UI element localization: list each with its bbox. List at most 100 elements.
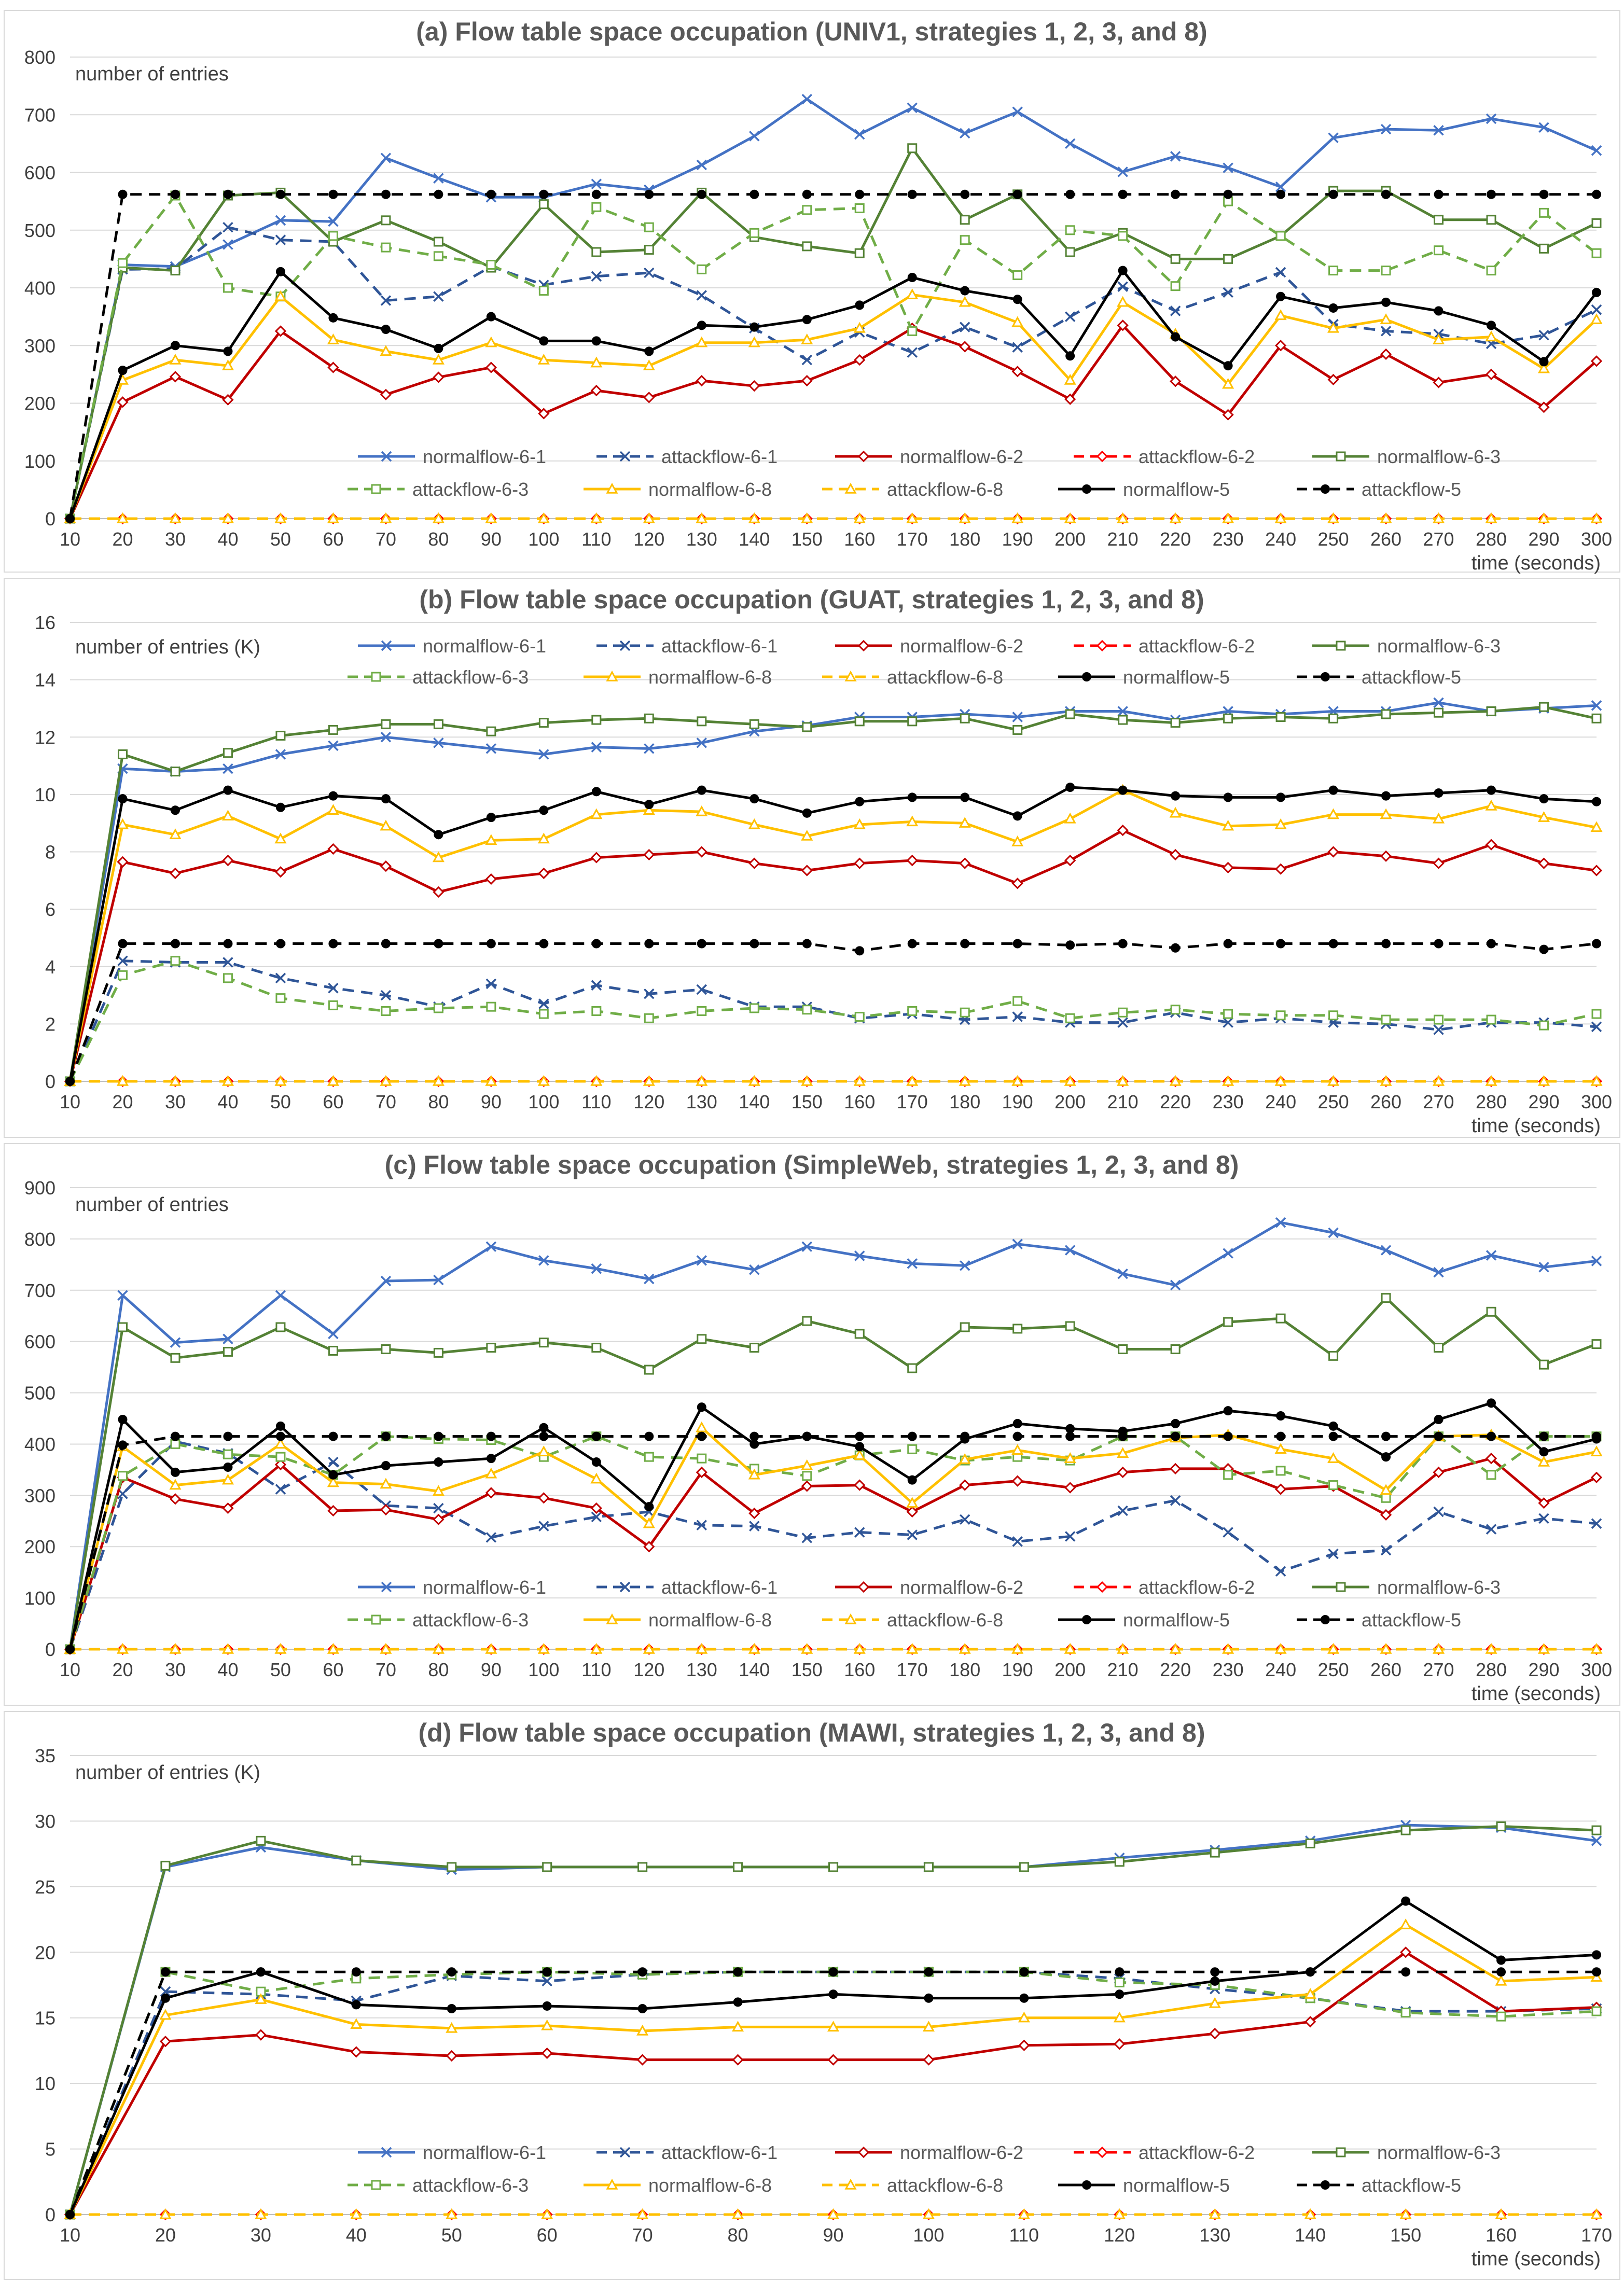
x-tick-label: 160	[1486, 2224, 1517, 2246]
data-point-normalflow-6-1	[1433, 125, 1444, 136]
data-point-attackflow-6-8	[1537, 512, 1550, 523]
data-point-normalflow-6-3	[637, 1862, 648, 1872]
data-point-attackflow-5	[1487, 189, 1496, 199]
legend-swatch-marker	[1096, 1581, 1108, 1593]
legend-label: attackflow-6-1	[661, 635, 778, 657]
data-point-normalflow-6-8	[1117, 1447, 1129, 1458]
data-point-normalflow-6-2	[827, 2054, 839, 2066]
data-point-attackflow-6-3	[1065, 1013, 1075, 1023]
data-point-normalflow-5	[1223, 361, 1233, 371]
data-point-attackflow-6-8	[1537, 1075, 1550, 1086]
y-tick-label: 600	[24, 1331, 55, 1353]
data-point-attackflow-5	[1012, 189, 1022, 199]
data-point-normalflow-6-8	[350, 2018, 363, 2029]
data-point-normalflow-6-3	[1381, 709, 1391, 719]
data-point-attackflow-6-8	[1274, 1075, 1287, 1086]
data-point-normalflow-6-3	[160, 1860, 171, 1871]
data-point-normalflow-5	[1539, 357, 1549, 367]
data-point-attackflow-6-3	[1012, 270, 1023, 281]
data-point-attackflow-6-8	[255, 2208, 267, 2219]
data-point-attackflow-6-1	[1117, 281, 1128, 293]
data-point-attackflow-6-8	[1590, 512, 1603, 523]
data-point-attackflow-6-3	[591, 202, 602, 212]
data-point-normalflow-6-3	[1170, 718, 1181, 728]
data-point-attackflow-5	[1012, 1431, 1022, 1441]
data-point-normalflow-5	[381, 325, 391, 335]
data-point-attackflow-6-8	[1222, 512, 1234, 523]
data-point-attackflow-6-1	[1012, 1536, 1023, 1547]
data-point-normalflow-6-2	[636, 2054, 648, 2066]
data-point-normalflow-6-8	[169, 1479, 182, 1490]
data-point-attackflow-6-1	[1433, 1506, 1444, 1518]
data-point-normalflow-6-2	[485, 873, 497, 885]
data-point-normalflow-6-3	[1305, 1838, 1315, 1848]
data-point-normalflow-5	[1223, 792, 1233, 802]
data-point-attackflow-6-3	[591, 1006, 602, 1016]
data-point-normalflow-6-3	[381, 1344, 391, 1354]
data-point-normalflow-6-3	[1118, 1344, 1128, 1354]
data-point-attackflow-5	[434, 1431, 443, 1441]
chart-title: (c) Flow table space occupation (SimpleW…	[385, 1150, 1239, 1179]
data-point-attackflow-6-3	[1539, 207, 1549, 218]
legend-swatch-marker	[371, 672, 381, 682]
data-point-normalflow-6-8	[696, 336, 708, 347]
series-normalflow-6-1	[64, 1217, 1602, 1655]
data-point-normalflow-6-2	[538, 1492, 550, 1504]
data-point-normalflow-6-3	[1400, 1825, 1411, 1835]
y-tick-label: 35	[35, 1745, 55, 1766]
legend-item-normalflow-5: normalflow-5	[1058, 2175, 1230, 2196]
series-line-normalflow-6-8	[68, 1426, 1597, 1650]
x-tick-label: 130	[686, 1091, 717, 1112]
data-point-normalflow-6-2	[538, 867, 550, 880]
data-point-normalflow-6-3	[749, 1343, 759, 1353]
data-point-normalflow-5	[1019, 1993, 1029, 2003]
data-point-normalflow-6-2	[1170, 848, 1182, 861]
data-point-normalflow-5	[275, 267, 285, 276]
data-point-attackflow-6-3	[802, 1005, 812, 1015]
data-point-attackflow-6-8	[1537, 1642, 1550, 1654]
legend-swatch-marker	[606, 1613, 618, 1624]
data-point-attackflow-6-8	[748, 1642, 760, 1654]
legend-label: attackflow-5	[1362, 2175, 1461, 2196]
data-point-normalflow-5	[1012, 811, 1022, 821]
data-point-normalflow-6-8	[1327, 808, 1340, 819]
data-point-normalflow-6-3	[1210, 1847, 1220, 1858]
data-point-attackflow-6-8	[959, 1075, 971, 1086]
data-point-normalflow-6-1	[591, 742, 602, 753]
y-tick-label: 800	[24, 47, 55, 68]
data-point-normalflow-6-8	[1590, 1971, 1603, 1982]
x-tick-label: 40	[217, 1659, 238, 1680]
x-tick-label: 40	[217, 528, 238, 550]
series-attackflow-5	[65, 939, 1601, 1086]
data-point-normalflow-6-3	[1223, 713, 1233, 723]
data-point-normalflow-6-8	[696, 805, 708, 816]
data-point-attackflow-5	[855, 1431, 865, 1441]
data-point-normalflow-6-8	[1274, 818, 1287, 829]
data-point-normalflow-6-3	[538, 199, 549, 210]
legend-swatch-marker	[857, 1581, 870, 1593]
series-attackflow-5	[65, 189, 1601, 523]
data-point-attackflow-6-8	[1327, 1075, 1340, 1086]
data-point-normalflow-6-2	[222, 394, 234, 406]
data-point-normalflow-5	[637, 2004, 647, 2014]
series-line-normalflow-6-2	[68, 829, 1597, 1082]
data-point-normalflow-6-3	[351, 1855, 362, 1866]
data-point-normalflow-6-3	[1486, 215, 1496, 225]
x-tick-label: 120	[633, 1659, 664, 1680]
data-point-normalflow-6-8	[906, 1497, 919, 1508]
series-normalflow-5	[65, 266, 1601, 523]
data-point-normalflow-6-8	[748, 336, 760, 347]
data-point-normalflow-6-2	[1400, 1946, 1412, 1958]
series-line-normalflow-6-8	[68, 789, 1597, 1082]
data-point-normalflow-6-3	[907, 143, 918, 154]
data-point-normalflow-6-8	[485, 336, 497, 347]
data-point-normalflow-6-2	[748, 857, 760, 869]
x-tick-label: 100	[528, 1659, 559, 1680]
x-tick-label: 260	[1370, 1659, 1401, 1680]
data-point-attackflow-6-8	[1117, 1642, 1129, 1654]
data-point-normalflow-5	[1381, 791, 1391, 801]
y-tick-label: 800	[24, 1229, 55, 1250]
data-point-attackflow-5	[960, 939, 970, 949]
data-point-normalflow-5	[223, 785, 233, 795]
data-point-normalflow-6-3	[275, 730, 286, 741]
